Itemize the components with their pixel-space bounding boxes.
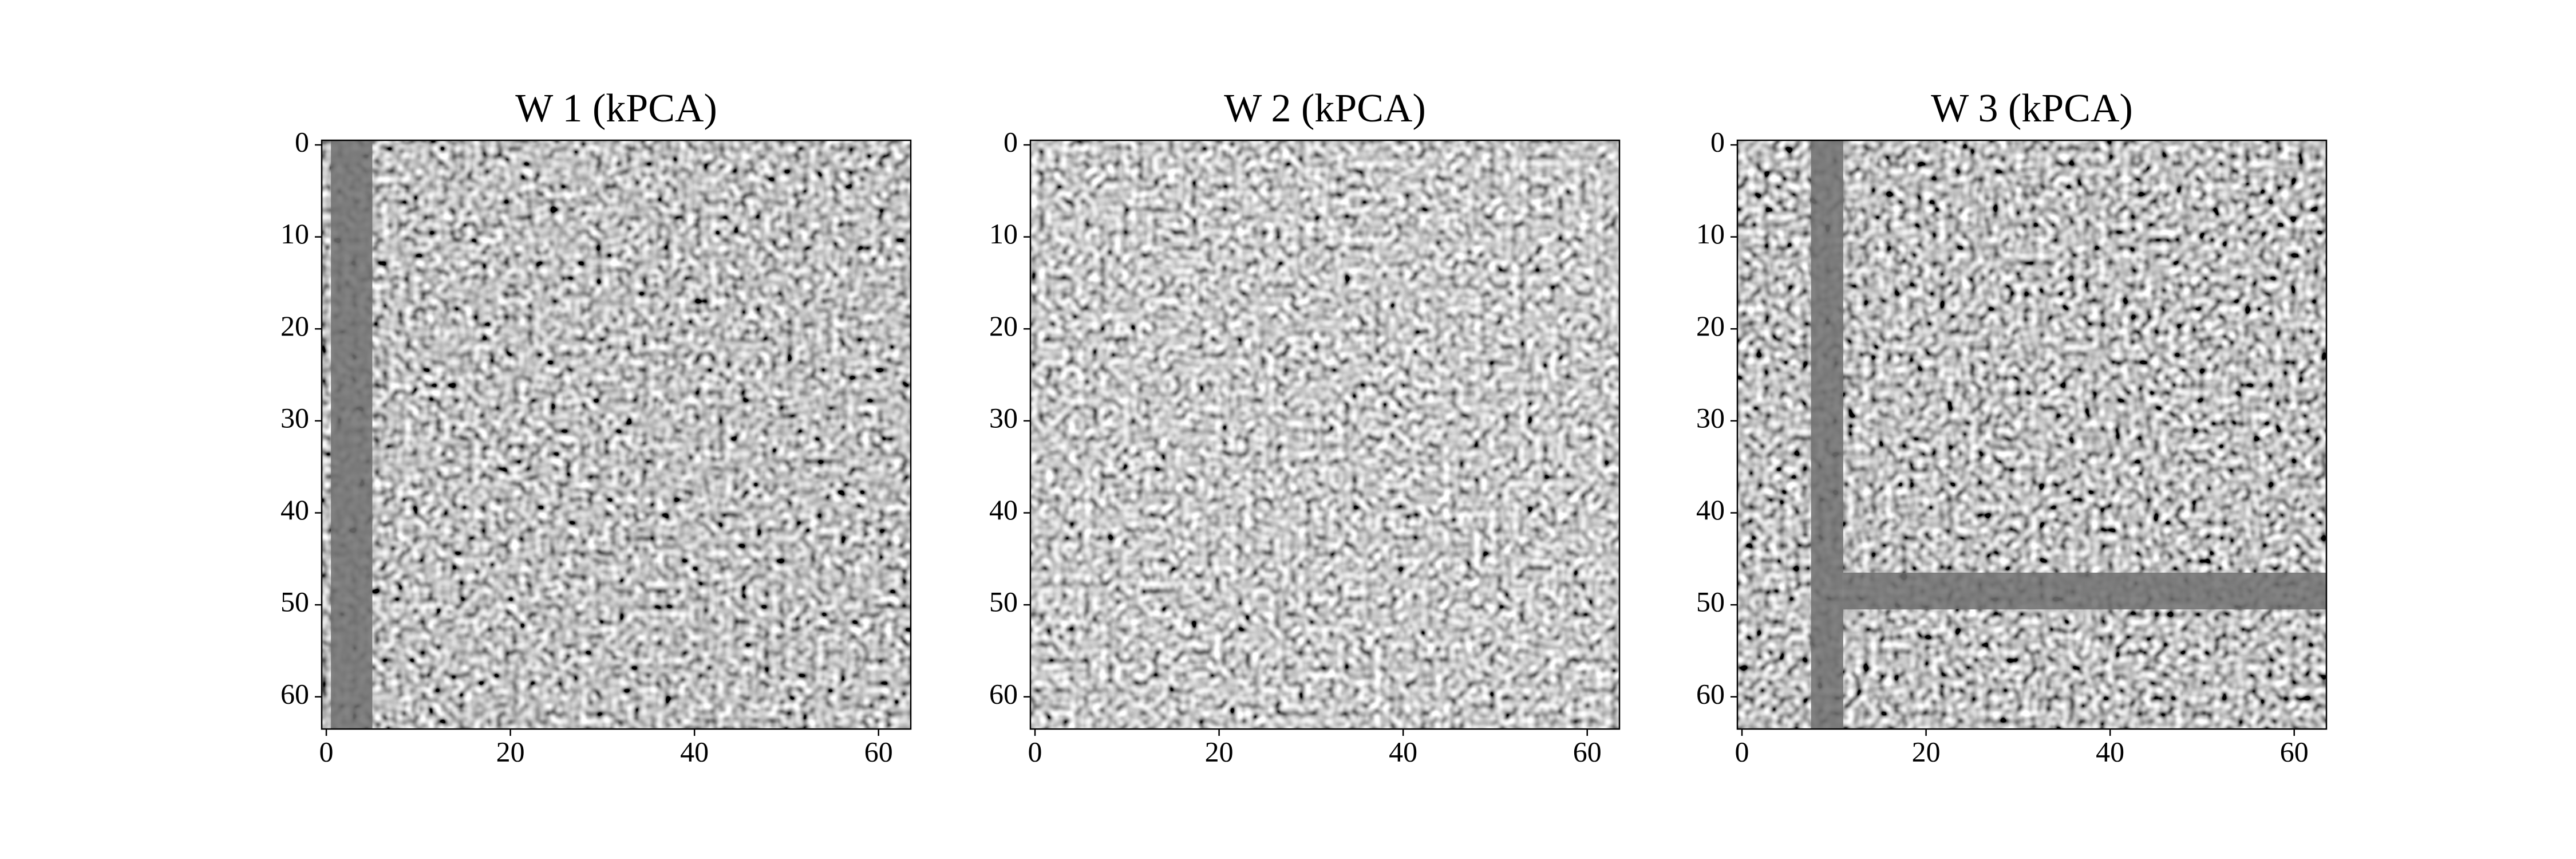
subplot-title: W 1 (kPCA) <box>515 86 717 131</box>
image-texture <box>322 140 911 729</box>
x-tick-label: 0 <box>1735 735 1749 767</box>
x-tick-label: 20 <box>496 735 525 767</box>
y-tick-label: 20 <box>989 310 1018 342</box>
x-tick-label: 0 <box>319 735 334 767</box>
y-tick-label: 60 <box>989 677 1018 710</box>
y-tick-label: 60 <box>280 677 309 710</box>
y-tick-label: 30 <box>1696 401 1725 434</box>
image-band <box>1811 140 1843 729</box>
y-tick-label: 60 <box>1696 677 1725 710</box>
y-tick-label: 10 <box>1696 218 1725 250</box>
y-tick-label: 40 <box>280 494 309 526</box>
y-tick-label: 10 <box>989 218 1018 250</box>
y-tick-label: 20 <box>1696 310 1725 342</box>
image-band <box>1843 572 2326 610</box>
y-tick-label: 0 <box>1003 126 1018 158</box>
x-tick-label: 40 <box>680 735 709 767</box>
y-tick-label: 0 <box>295 126 309 158</box>
x-tick-label: 0 <box>1028 735 1042 767</box>
y-tick-label: 10 <box>280 218 309 250</box>
y-tick-label: 50 <box>989 586 1018 618</box>
x-tick-label: 20 <box>1205 735 1234 767</box>
subplot-title: W 3 (kPCA) <box>1931 86 2133 131</box>
axes-frame <box>1029 139 1621 730</box>
axes-frame <box>1736 139 2328 730</box>
x-tick-label: 40 <box>1389 735 1417 767</box>
y-tick-label: 40 <box>989 494 1018 526</box>
y-tick-label: 30 <box>280 401 309 434</box>
y-tick-label: 50 <box>1696 586 1725 618</box>
image-texture <box>1030 140 1619 729</box>
y-tick-label: 0 <box>1710 126 1725 158</box>
y-tick-label: 50 <box>280 586 309 618</box>
axes-frame <box>321 139 912 730</box>
x-tick-label: 60 <box>2280 735 2309 767</box>
y-tick-label: 30 <box>989 401 1018 434</box>
y-tick-label: 20 <box>280 310 309 342</box>
image-band <box>331 140 373 729</box>
x-tick-label: 60 <box>1573 735 1602 767</box>
x-tick-label: 20 <box>1912 735 1941 767</box>
subplot-title: W 2 (kPCA) <box>1224 86 1426 131</box>
x-tick-label: 60 <box>864 735 893 767</box>
x-tick-label: 40 <box>2096 735 2124 767</box>
y-tick-label: 40 <box>1696 494 1725 526</box>
